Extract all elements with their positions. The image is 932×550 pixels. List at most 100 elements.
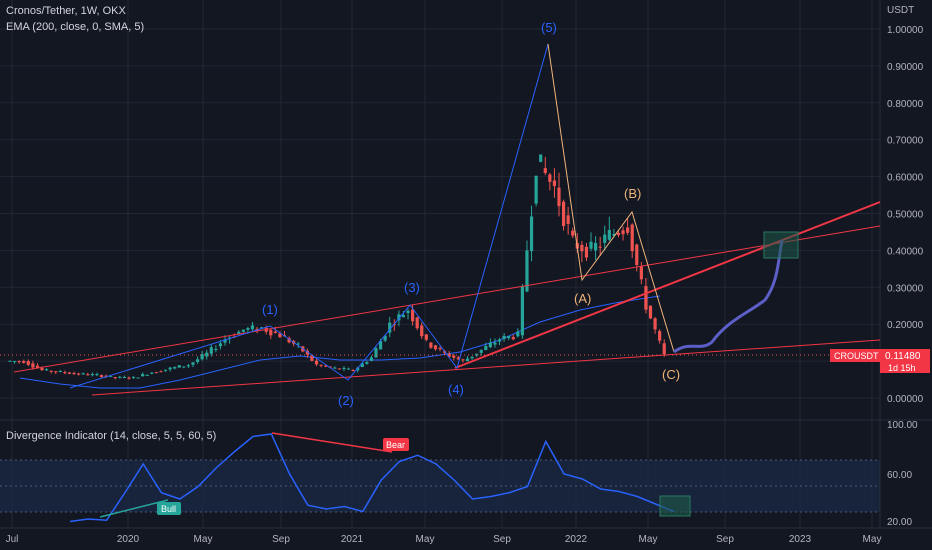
candle-body	[424, 334, 428, 340]
candle-body	[22, 361, 26, 363]
candle-body	[205, 352, 209, 357]
candle-body	[552, 180, 557, 187]
oscillator-title[interactable]: Divergence Indicator (14, close, 5, 5, 6…	[6, 430, 217, 442]
candle-body	[269, 329, 273, 336]
candle-body	[214, 348, 218, 351]
candle-body	[470, 356, 474, 359]
candle-body	[374, 348, 378, 358]
candle-body	[246, 327, 250, 330]
bull-badge	[157, 502, 181, 515]
candle-body	[461, 359, 465, 361]
wave-label-a: (A)	[574, 291, 591, 306]
candle-body	[616, 232, 621, 236]
candle-body	[520, 286, 524, 336]
time-tick-label: Jul	[6, 534, 19, 545]
candle-body	[218, 343, 223, 347]
candle-body	[479, 349, 483, 353]
candle-body	[644, 286, 648, 310]
price-tick-label: 0.80000	[887, 99, 924, 110]
candle-body	[465, 358, 470, 362]
candle-body	[63, 372, 67, 374]
candle-body	[296, 343, 300, 345]
candle-body	[648, 305, 653, 319]
price-tick-label: 0.90000	[887, 62, 924, 73]
candle-body	[598, 246, 602, 248]
candle-body	[136, 377, 140, 379]
candle-body	[54, 371, 58, 373]
price-tick-label: 0.60000	[887, 173, 924, 184]
osc-tick-100: 100.00	[887, 420, 918, 431]
candle-body	[191, 362, 195, 365]
candle-body	[237, 331, 241, 335]
candle-body	[150, 372, 154, 374]
candle-body	[49, 370, 53, 372]
candle-body	[45, 369, 49, 371]
symbol-title[interactable]: Cronos/Tether, 1W, OKX	[6, 5, 126, 17]
candle-body	[173, 367, 177, 369]
candle-body	[77, 373, 81, 375]
candle-body	[12, 361, 17, 363]
candle-body	[621, 230, 625, 235]
candle-body	[401, 315, 406, 318]
time-tick-label: Sep	[493, 534, 511, 545]
candle-body	[40, 367, 44, 371]
candle-body	[612, 234, 616, 236]
bull-divergence-line	[99, 499, 169, 518]
candle-body	[383, 335, 387, 341]
candle-body	[250, 325, 255, 330]
candle-body	[452, 355, 456, 358]
wave-label-b: (B)	[624, 186, 641, 201]
candle-body	[324, 365, 328, 367]
candle-body	[406, 310, 410, 314]
bull-badge-label: Bull	[161, 504, 176, 514]
currency-label: USDT	[887, 5, 914, 16]
corrective-wave-lines	[547, 43, 675, 353]
bear-badge-label: Bear	[386, 440, 405, 450]
grid-lines	[0, 0, 880, 528]
candle-body	[127, 377, 131, 379]
candle-body	[8, 360, 12, 362]
time-tick-label: Sep	[272, 534, 290, 545]
candle-body	[516, 331, 520, 337]
candle-body	[90, 374, 94, 376]
candle-body	[566, 215, 570, 224]
candle-body	[534, 175, 538, 204]
candle-body	[497, 339, 502, 342]
candle-body	[548, 174, 552, 182]
candle-body	[525, 250, 529, 292]
candle-body	[429, 342, 433, 348]
candle-body	[154, 372, 158, 374]
ema-indicator-title[interactable]: EMA (200, close, 0, SMA, 5)	[6, 21, 145, 33]
candle-body	[420, 325, 424, 337]
wave-label-c: (C)	[662, 367, 680, 382]
candle-body	[447, 353, 451, 357]
wave-label-5: (5)	[541, 20, 557, 35]
candle-body	[333, 367, 337, 369]
rising-support-line	[454, 201, 881, 369]
candle-body	[603, 234, 607, 243]
candle-body	[31, 363, 35, 368]
candle-body	[580, 244, 584, 252]
candle-body	[113, 377, 117, 379]
candle-body	[630, 224, 634, 252]
candle-body	[109, 375, 113, 377]
candle-body	[260, 327, 264, 329]
candle-body	[186, 365, 191, 367]
candle-body	[571, 230, 575, 236]
price-tag	[880, 349, 930, 373]
candle-body	[319, 364, 323, 366]
candle-body	[163, 369, 168, 371]
candle-body	[653, 318, 657, 330]
price-tick-label: 0.50000	[887, 210, 924, 221]
candle-body	[438, 348, 442, 350]
candle-body	[365, 362, 369, 364]
candle-body	[557, 187, 561, 207]
price-tag-countdown: 1d 15h	[888, 363, 916, 373]
price-tick-label: 0.40000	[887, 246, 924, 257]
candle-body	[95, 374, 99, 376]
time-tick-label: May	[194, 534, 213, 545]
candle-body	[561, 201, 566, 226]
candle-body	[310, 355, 314, 361]
candle-body	[351, 369, 355, 371]
